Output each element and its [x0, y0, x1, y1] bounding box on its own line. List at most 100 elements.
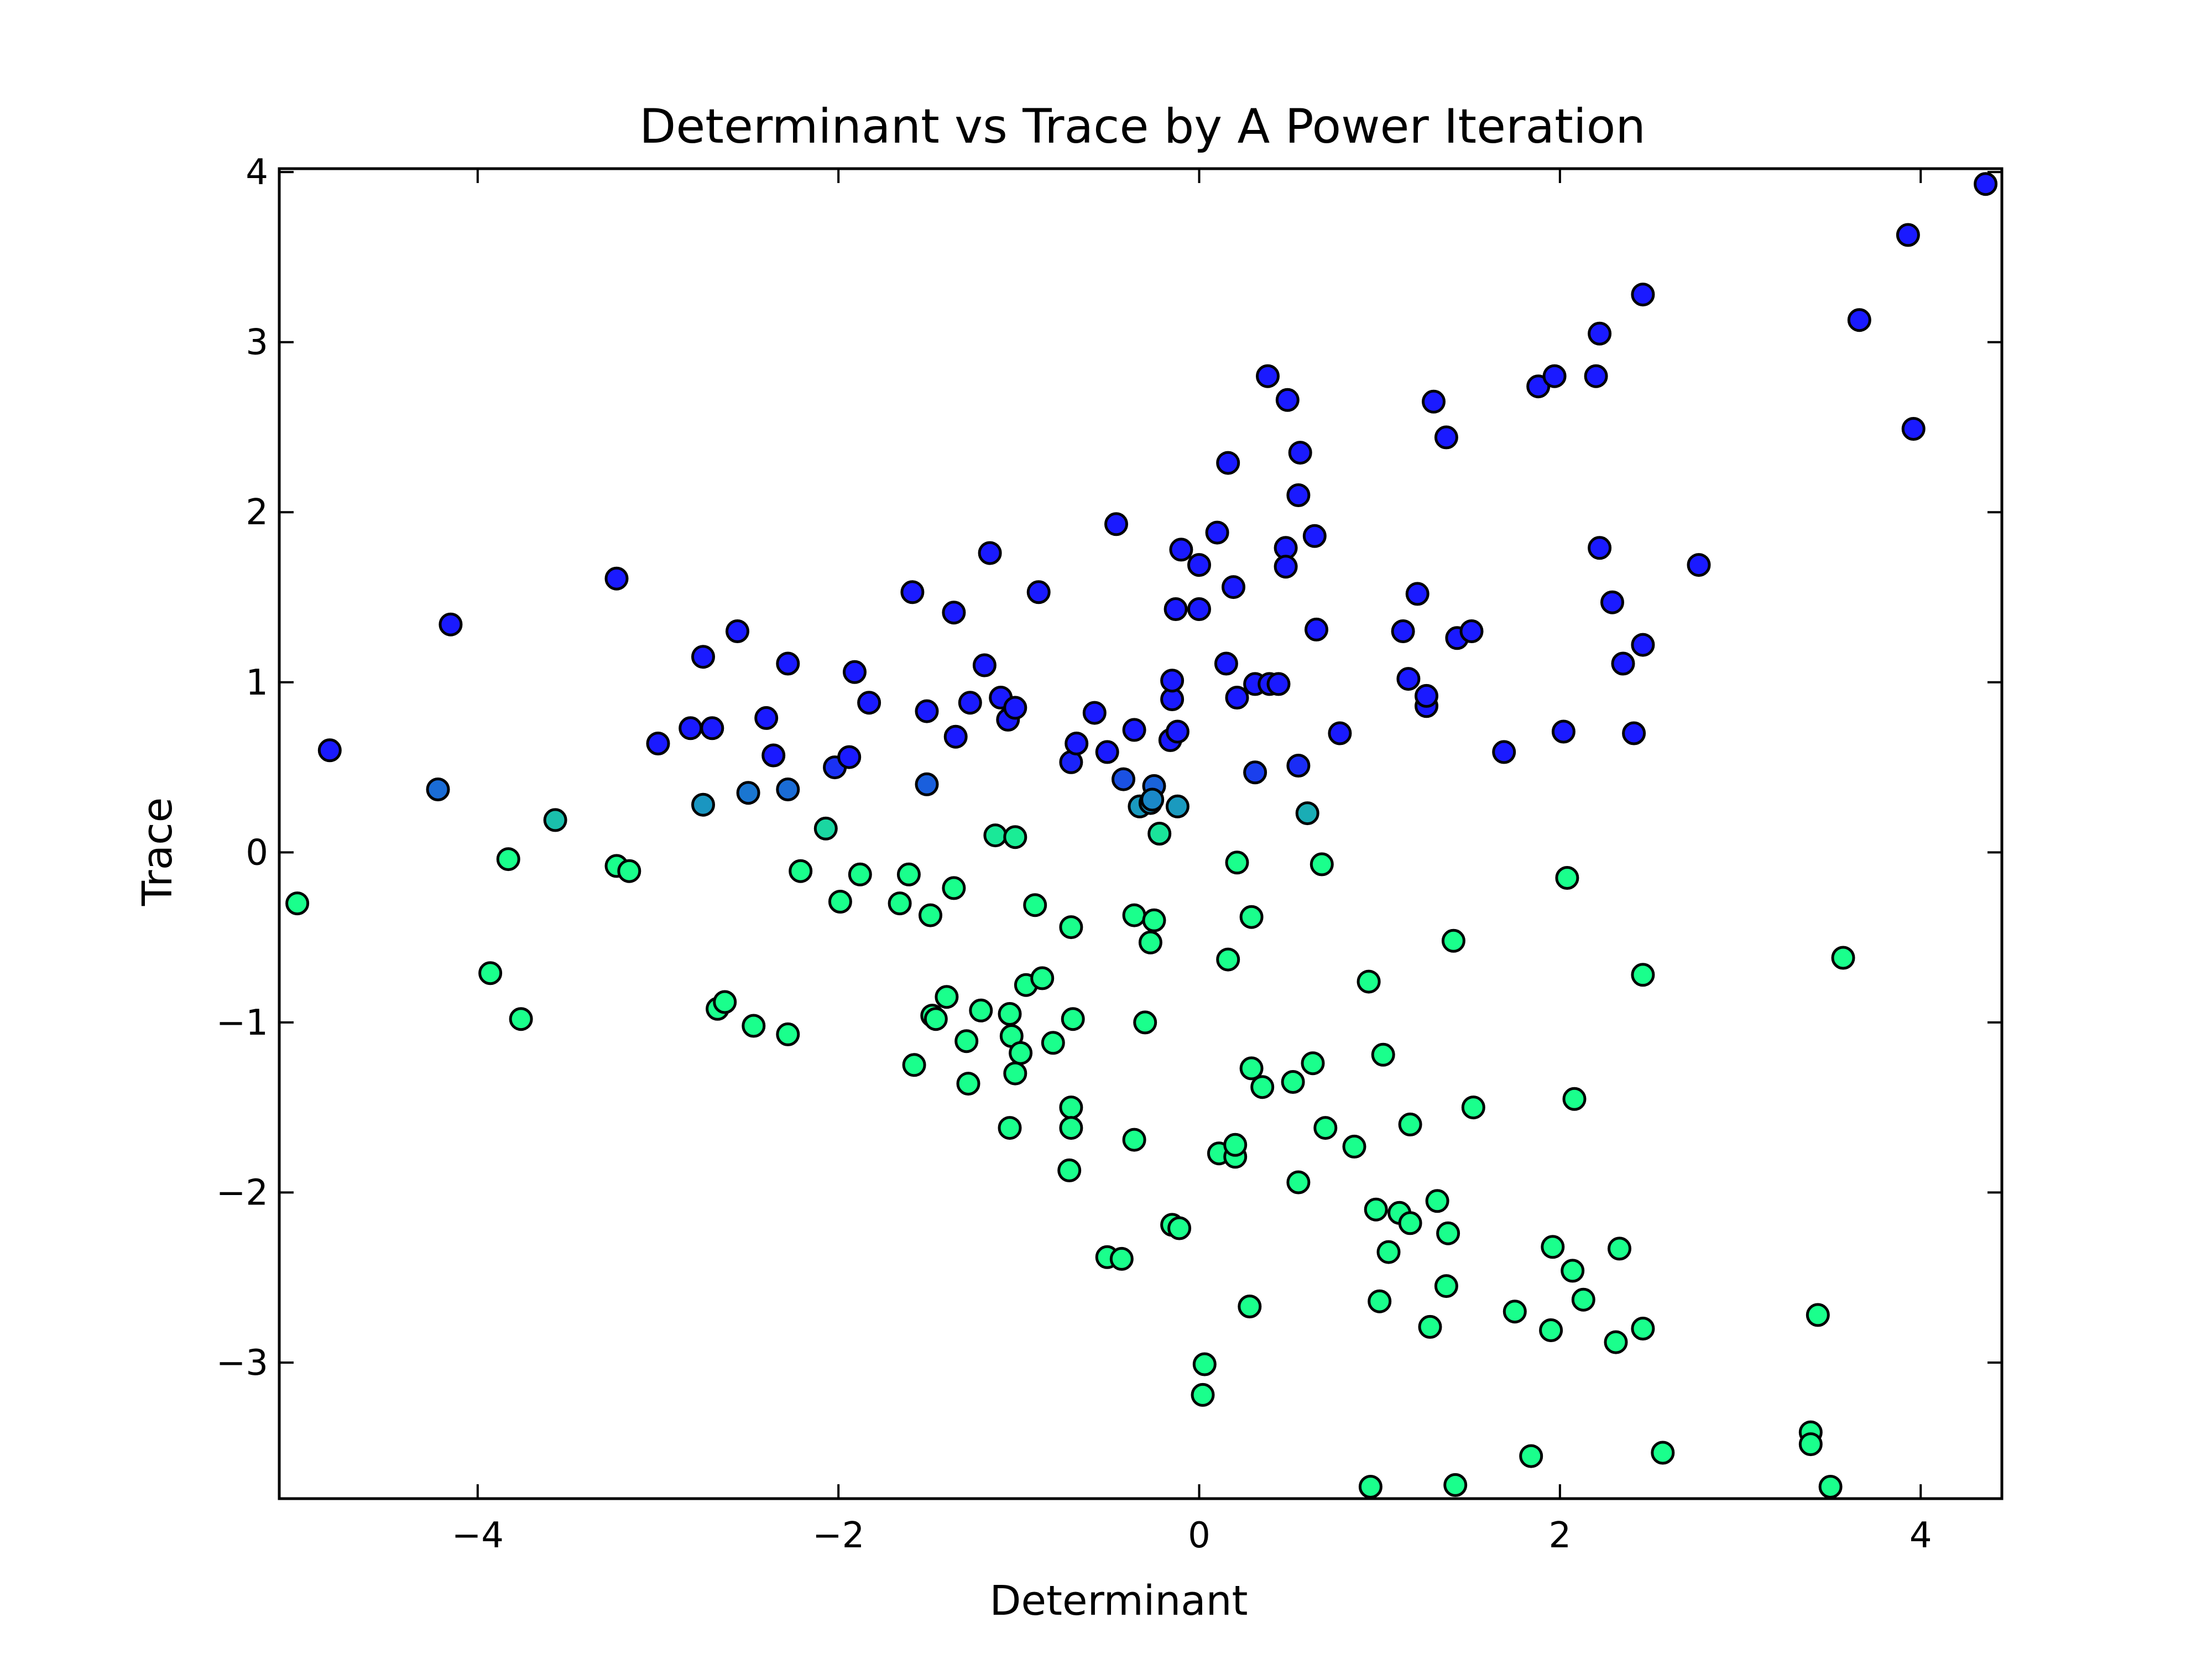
data-point: [1286, 754, 1311, 778]
data-point: [943, 724, 968, 749]
data-point: [1133, 1010, 1157, 1035]
data-point: [1057, 1158, 1082, 1182]
data-point: [1065, 732, 1089, 755]
data-point: [439, 612, 463, 637]
data-point: [1901, 417, 1926, 441]
data-point: [935, 985, 959, 1009]
data-point: [1192, 1352, 1217, 1376]
data-point: [1274, 555, 1298, 579]
data-point: [1631, 1317, 1655, 1340]
data-point: [1122, 718, 1146, 742]
data-point: [1368, 1289, 1392, 1313]
data-point: [1358, 1475, 1383, 1499]
data-point: [1191, 1383, 1215, 1407]
data-point: [1225, 851, 1249, 875]
data-point: [509, 1007, 533, 1031]
data-point: [543, 808, 567, 832]
data-point: [1519, 1444, 1543, 1468]
data-point: [837, 745, 862, 769]
data-point: [1187, 597, 1211, 621]
plot-frame: [278, 167, 2004, 1500]
data-point: [848, 862, 872, 886]
x-axis-label: Determinant: [990, 1577, 1248, 1625]
data-point: [1041, 1031, 1065, 1055]
data-point: [1147, 822, 1172, 846]
y-tick-label: −2: [216, 1172, 268, 1213]
data-point: [969, 998, 993, 1022]
data-point: [998, 1002, 1022, 1026]
data-point: [1239, 905, 1264, 929]
data-point: [742, 1014, 766, 1038]
data-point: [1313, 1116, 1338, 1140]
y-tick-label: 2: [246, 492, 268, 533]
data-point: [1798, 1432, 1823, 1457]
data-point: [1818, 1475, 1843, 1499]
data-point: [1405, 582, 1430, 606]
data-point: [1443, 1473, 1468, 1497]
data-point: [1288, 441, 1312, 465]
data-point: [1555, 866, 1579, 890]
data-point: [1371, 1042, 1395, 1067]
data-point: [1061, 1007, 1085, 1031]
data-point: [1122, 903, 1146, 927]
data-point: [1023, 893, 1047, 917]
x-tick-label: −4: [452, 1515, 504, 1556]
data-point: [1222, 575, 1245, 599]
data-point: [958, 691, 982, 715]
data-point: [1187, 553, 1211, 577]
data-point: [1030, 966, 1055, 990]
data-point: [1082, 701, 1107, 725]
data-point: [1608, 1237, 1631, 1261]
data-point: [1806, 1303, 1830, 1327]
data-point: [776, 1022, 800, 1046]
x-tick-label: 2: [1549, 1515, 1572, 1556]
data-point: [1225, 686, 1249, 709]
data-point: [285, 891, 310, 916]
data-point: [1167, 1216, 1192, 1240]
data-point: [1214, 651, 1238, 676]
data-point: [1588, 321, 1612, 346]
data-point: [478, 961, 503, 985]
data-point: [1651, 1441, 1675, 1465]
data-point: [954, 1029, 979, 1053]
data-point: [1441, 928, 1465, 953]
data-point: [900, 580, 925, 604]
y-tick-label: −1: [216, 1003, 268, 1044]
data-point: [1551, 719, 1575, 744]
data-point: [1503, 1300, 1527, 1324]
data-point: [1205, 520, 1229, 545]
data-point: [1398, 1211, 1422, 1235]
data-point: [1169, 538, 1193, 562]
data-point: [789, 859, 813, 883]
data-point: [1059, 1116, 1083, 1140]
data-point: [972, 653, 997, 677]
data-point: [1138, 930, 1162, 954]
data-point: [1418, 1314, 1442, 1339]
data-point: [915, 772, 939, 796]
data-point: [1584, 364, 1608, 388]
data-point: [1026, 580, 1051, 604]
data-point: [942, 601, 966, 625]
y-axis-label: Trace: [134, 797, 181, 906]
data-point: [426, 778, 450, 801]
data-point: [1687, 553, 1711, 577]
data-point: [1562, 1087, 1587, 1111]
data-point: [956, 1072, 980, 1096]
y-tick-label: 1: [246, 662, 268, 703]
data-point: [1165, 794, 1190, 818]
data-point: [919, 903, 942, 927]
data-point: [1250, 1075, 1275, 1099]
data-point: [1425, 1189, 1449, 1213]
data-point: [1328, 721, 1352, 745]
data-point: [1164, 597, 1188, 621]
data-point: [1434, 425, 1458, 450]
data-point: [713, 990, 737, 1014]
data-point: [1310, 852, 1334, 877]
data-point: [1256, 364, 1280, 388]
y-tick-label: −3: [216, 1343, 268, 1384]
data-point: [1281, 1070, 1305, 1094]
data-point: [1104, 512, 1128, 536]
points-layer: [285, 172, 1998, 1499]
x-tick-label: 4: [1910, 1515, 1932, 1556]
